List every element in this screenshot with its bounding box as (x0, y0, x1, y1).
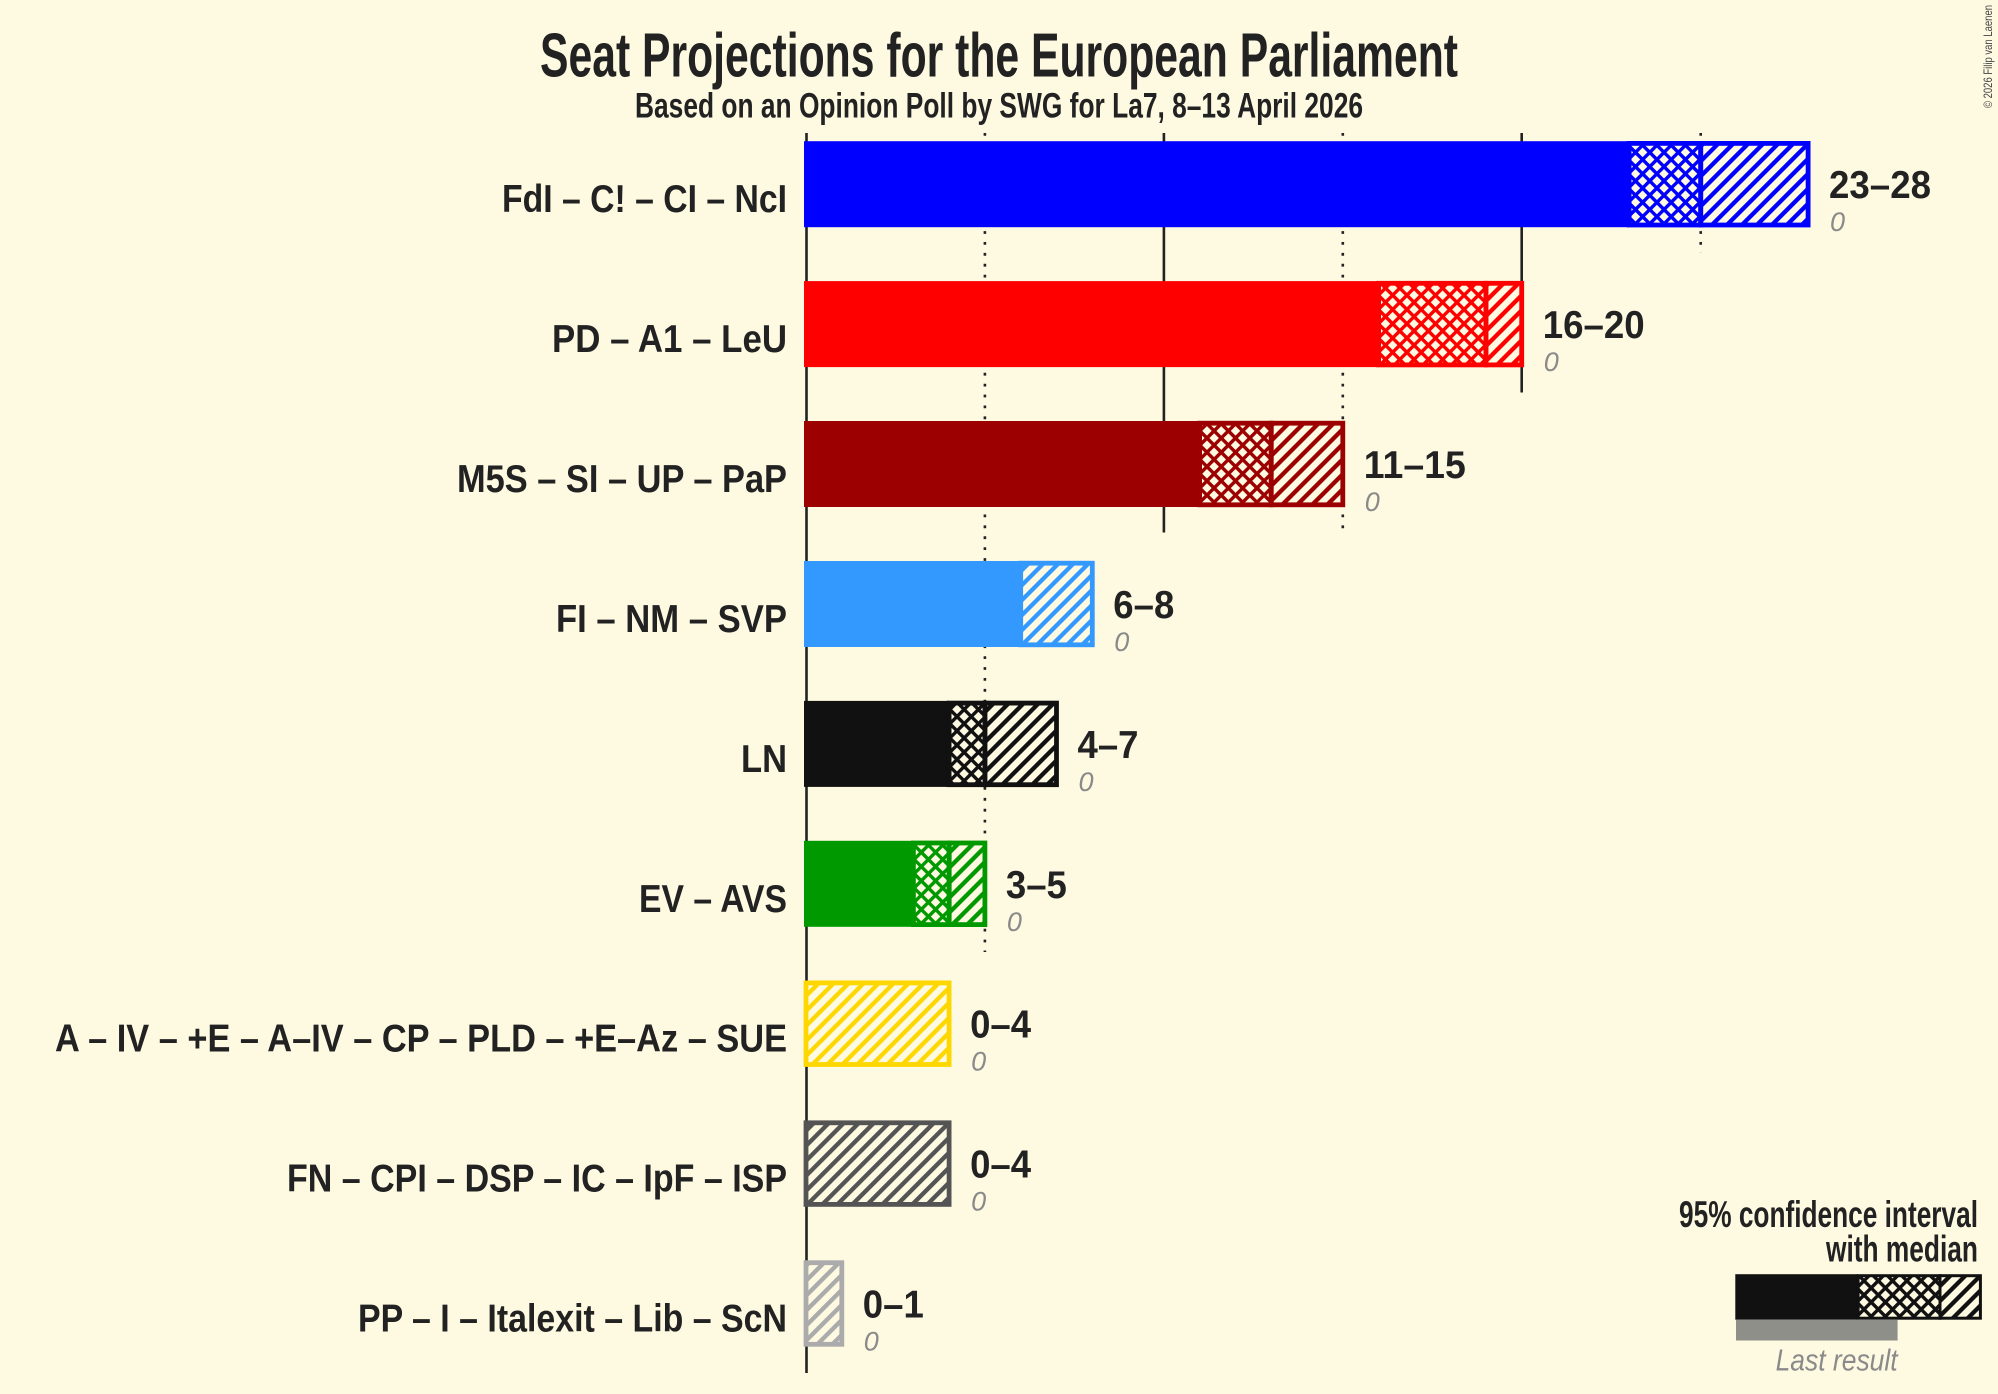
svg-text:FN – CPI – DSP – IC – IpF – IS: FN – CPI – DSP – IC – IpF – ISP (287, 1158, 787, 1201)
svg-text:0: 0 (971, 1047, 986, 1077)
svg-text:Last result: Last result (1776, 1342, 1899, 1377)
svg-text:6–8: 6–8 (1113, 584, 1174, 627)
svg-text:95% confidence interval: 95% confidence interval (1679, 1194, 1978, 1235)
svg-text:Based on an Opinion Poll by SW: Based on an Opinion Poll by SWG for La7,… (635, 87, 1363, 126)
svg-text:3–5: 3–5 (1006, 864, 1067, 907)
svg-text:PD – A1 – LeU: PD – A1 – LeU (552, 318, 787, 361)
svg-text:0: 0 (1079, 767, 1094, 797)
svg-text:© 2026 Filip van Laenen: © 2026 Filip van Laenen (1981, 5, 1995, 108)
svg-text:0: 0 (971, 1187, 986, 1217)
svg-text:0: 0 (1007, 907, 1022, 937)
svg-text:EV – AVS: EV – AVS (639, 878, 787, 921)
svg-text:0–1: 0–1 (863, 1284, 924, 1327)
svg-text:0: 0 (1114, 627, 1129, 657)
svg-text:Seat Projections for the Europ: Seat Projections for the European Parlia… (540, 22, 1458, 91)
svg-text:A – IV – +E – A–IV – CP – PLD: A – IV – +E – A–IV – CP – PLD – +E–Az – … (55, 1018, 787, 1061)
svg-text:M5S – SI – UP – PaP: M5S – SI – UP – PaP (457, 458, 787, 501)
svg-text:11–15: 11–15 (1364, 444, 1466, 487)
svg-text:16–20: 16–20 (1543, 304, 1645, 347)
svg-text:with median: with median (1825, 1229, 1978, 1270)
svg-text:23–28: 23–28 (1829, 164, 1931, 207)
svg-text:0–4: 0–4 (970, 1144, 1032, 1187)
svg-text:0: 0 (1365, 487, 1380, 517)
svg-text:0: 0 (1830, 207, 1845, 237)
svg-text:0: 0 (864, 1327, 879, 1357)
svg-text:0: 0 (1544, 347, 1559, 377)
svg-text:0–4: 0–4 (970, 1004, 1032, 1047)
svg-text:FdI – C! – CI – NcI: FdI – C! – CI – NcI (502, 178, 787, 221)
svg-text:4–7: 4–7 (1078, 724, 1139, 767)
svg-text:FI – NM – SVP: FI – NM – SVP (556, 598, 787, 641)
svg-text:LN: LN (741, 738, 787, 781)
svg-text:PP – I – Italexit – Lib – ScN: PP – I – Italexit – Lib – ScN (358, 1298, 787, 1341)
